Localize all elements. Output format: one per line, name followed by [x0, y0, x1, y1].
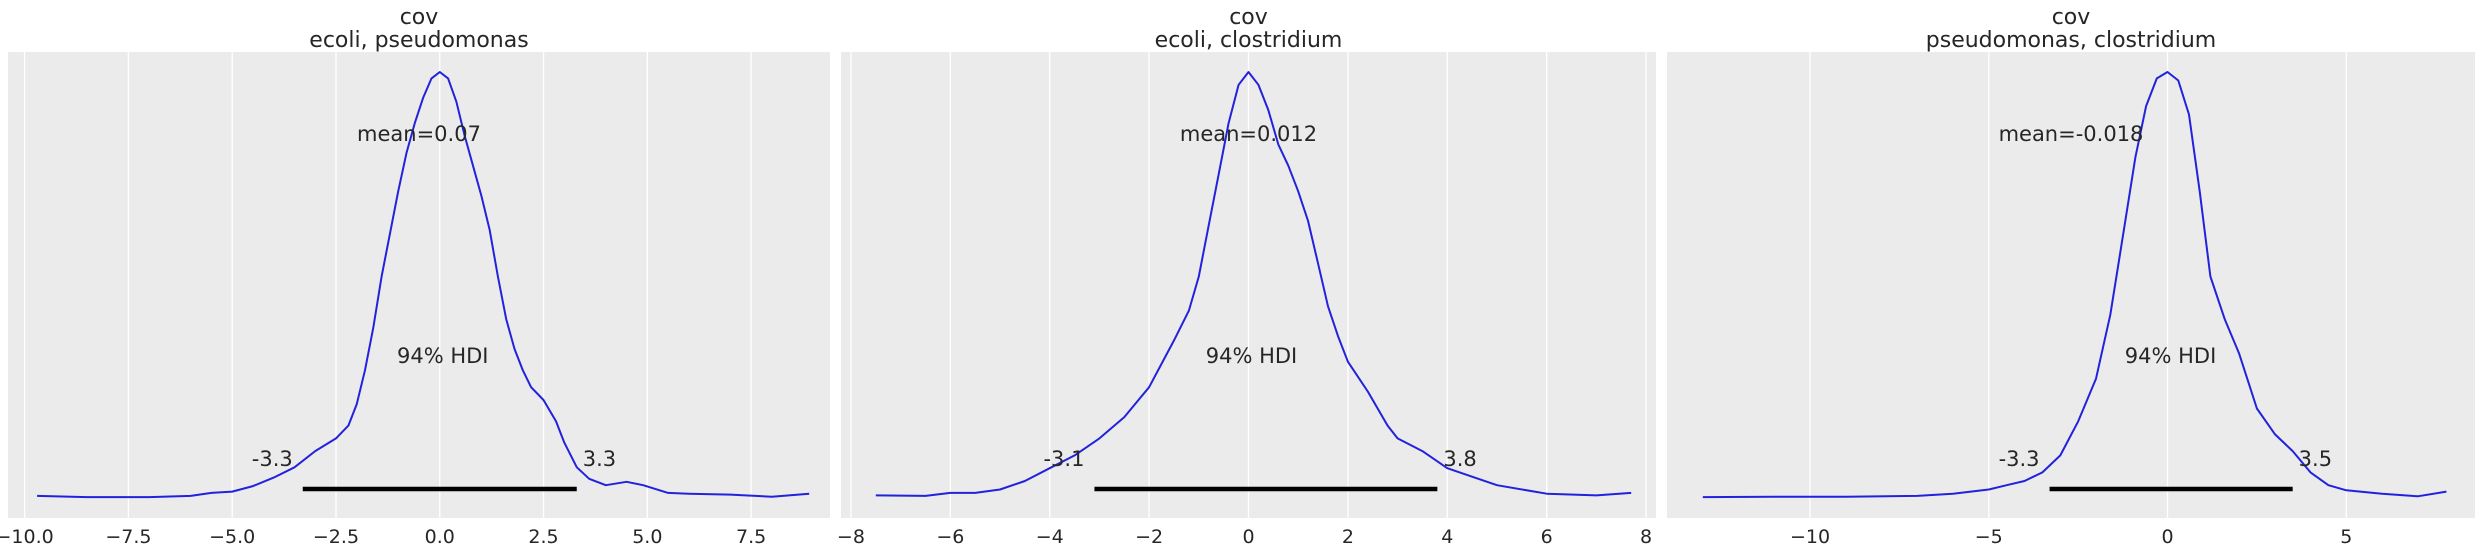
- mean-label: mean=-0.018: [1999, 122, 2144, 146]
- x-tick-label: −2: [1135, 526, 1163, 548]
- x-tick-label: −8: [837, 526, 865, 548]
- x-tick-label: 0: [2161, 526, 2173, 548]
- x-tick-label: 5: [2340, 526, 2352, 548]
- x-tick-label: −10: [1790, 526, 1830, 548]
- x-tick-label: 8: [1640, 526, 1652, 548]
- hdi-upper-label: 3.5: [2299, 447, 2332, 471]
- chart-title-line: cov: [2052, 5, 2091, 30]
- chart-title-line: cov: [1229, 5, 1268, 30]
- chart-title-line: cov: [400, 5, 439, 30]
- chart-title-line: ecoli, clostridium: [1155, 28, 1343, 53]
- x-tick-label: −10.0: [0, 526, 54, 548]
- hdi-upper-label: 3.3: [583, 447, 616, 471]
- x-tick-label: 4: [1441, 526, 1453, 548]
- density-curve: [1702, 71, 2447, 499]
- hdi-label: 94% HDI: [2125, 344, 2217, 368]
- x-tick-label: −6: [936, 526, 964, 548]
- hdi-lower-label: -3.3: [252, 447, 293, 471]
- plot-area: [8, 52, 830, 518]
- x-tick-label: 6: [1541, 526, 1553, 548]
- chart-title: cov ecoli, clostridium: [1155, 5, 1343, 53]
- x-tick-label: 0.0: [425, 526, 455, 548]
- x-tick-label: −7.5: [105, 526, 151, 548]
- hdi-lower-label: -3.3: [1999, 447, 2040, 471]
- x-tick-label: −2.5: [313, 526, 359, 548]
- density-curve: [37, 71, 810, 499]
- hdi-upper-label: 3.8: [1443, 447, 1476, 471]
- density-curve: [875, 71, 1632, 497]
- x-tick-label: 2.5: [528, 526, 558, 548]
- x-tick-label: −4: [1036, 526, 1064, 548]
- chart-title: cov pseudomonas, clostridium: [1926, 5, 2216, 53]
- x-tick-label: 2: [1342, 526, 1354, 548]
- x-tick-label: 0: [1242, 526, 1254, 548]
- x-tick-label: −5.0: [209, 526, 255, 548]
- hdi-lower-label: -3.1: [1043, 447, 1084, 471]
- x-tick-label: 7.5: [736, 526, 766, 548]
- subplot-2: cov ecoli, clostridium −8 −6 −4 −2 0 2 4 6 8 mean=0…: [837, 5, 1656, 548]
- hdi-label: 94% HDI: [1206, 344, 1298, 368]
- chart-title: cov ecoli, pseudomonas: [309, 5, 528, 53]
- x-tick-label: 5.0: [632, 526, 662, 548]
- x-tick-label: −5: [1975, 526, 2003, 548]
- plot-area: [1667, 52, 2475, 518]
- mean-label: mean=0.07: [357, 122, 481, 146]
- chart-title-line: ecoli, pseudomonas: [309, 28, 528, 53]
- subplot-3: cov pseudomonas, clostridium −10 −5 0 5 mean=-…: [1667, 5, 2475, 548]
- hdi-label: 94% HDI: [397, 344, 489, 368]
- chart-title-line: pseudomonas, clostridium: [1926, 28, 2216, 53]
- subplot-1: cov ecoli, pseudomonas −10.0 −7.5 −5.0 −2.5 0.…: [0, 5, 830, 548]
- mean-label: mean=0.012: [1180, 122, 1317, 146]
